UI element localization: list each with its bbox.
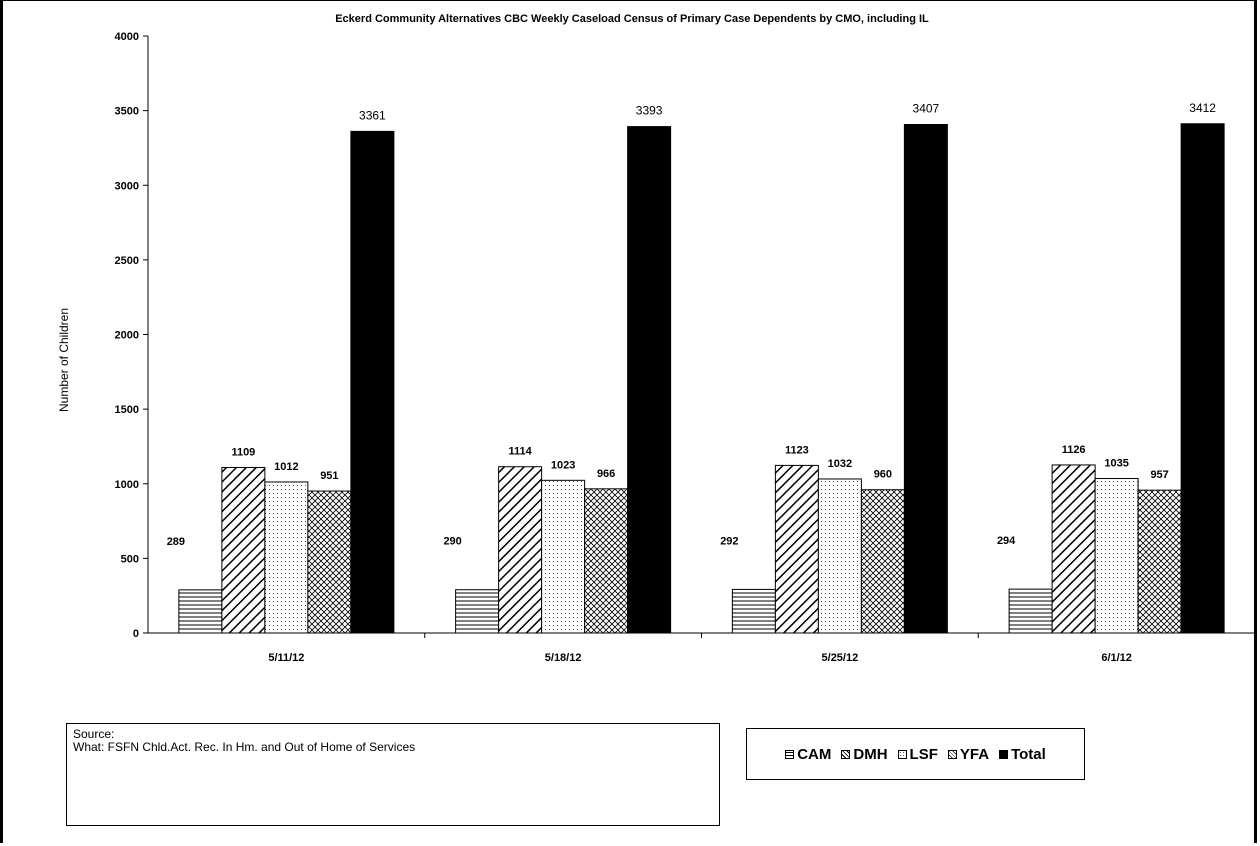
bar-total: [350, 130, 395, 634]
bar-lsf: [264, 481, 309, 634]
data-label: 1023: [551, 459, 575, 471]
legend-swatch: [897, 749, 907, 759]
legend-label: DMH: [853, 745, 888, 763]
legend-label: YFA: [959, 745, 990, 763]
legend-label: CAM: [797, 745, 832, 763]
data-label: 951: [320, 470, 338, 482]
y-tick-label: 500: [121, 553, 139, 565]
y-tick-label: 2500: [115, 255, 139, 267]
bar-cam: [731, 588, 776, 634]
legend-swatch: [785, 749, 795, 759]
bar-lsf: [541, 479, 586, 634]
legend-swatch: [947, 749, 957, 759]
data-label: 292: [720, 535, 738, 547]
y-tick-label: 4000: [115, 31, 139, 43]
legend: CAM DMH LSF YFA Total: [746, 728, 1085, 780]
bar-total: [903, 124, 948, 634]
data-label: 3407: [913, 102, 940, 116]
data-label: 1123: [785, 444, 809, 456]
data-label: 3361: [359, 108, 386, 122]
data-label: 294: [997, 535, 1016, 547]
data-label: 960: [874, 469, 892, 481]
source-what: What: FSFN Chld.Act. Rec. In Hm. and Out…: [73, 740, 416, 754]
data-label: 1114: [508, 446, 532, 458]
chart-title: Eckerd Community Alternatives CBC Weekly…: [335, 13, 929, 25]
data-label: 3412: [1189, 101, 1216, 115]
data-label: 966: [597, 468, 615, 480]
bar-cam: [178, 589, 223, 634]
x-tick-label: 5/11/12: [268, 652, 304, 664]
bar-yfa: [307, 490, 352, 634]
data-label: 1126: [1062, 444, 1086, 456]
bar-yfa: [1137, 489, 1182, 634]
plot-area: 0 500 1000 1500 2000 2500 3000 3500 4000 289 1109 1…: [115, 31, 1255, 664]
legend-item-cam: CAM: [785, 746, 831, 763]
bar-cam: [1008, 588, 1053, 634]
bar-cam: [455, 589, 500, 634]
source-box: Source: What: FSFN Chld.Act. Rec. In Hm.…: [66, 723, 720, 826]
bar-total: [1180, 123, 1225, 634]
data-label: 1032: [828, 458, 852, 470]
bar-dmh: [498, 466, 543, 634]
bar-dmh: [1051, 464, 1096, 634]
x-tick-label: 5/25/12: [822, 652, 859, 664]
x-tick-label: 5/18/12: [545, 652, 582, 664]
y-tick-label: 0: [133, 628, 139, 640]
legend-item-yfa: YFA: [947, 745, 990, 763]
bar-yfa: [860, 489, 905, 634]
source-label: Source:: [73, 727, 115, 741]
bar-dmh: [774, 464, 819, 634]
legend-swatch: [841, 749, 851, 759]
data-label: 1035: [1104, 458, 1128, 470]
legend-label: LSF: [909, 745, 938, 763]
data-label: 3393: [636, 104, 663, 118]
data-label: 290: [443, 536, 461, 548]
y-tick-label: 2000: [115, 330, 139, 342]
legend-item-total: Total: [999, 746, 1046, 763]
y-tick-label: 3500: [115, 106, 139, 118]
bar-total: [627, 126, 672, 634]
bar-dmh: [221, 466, 266, 634]
legend-item-dmh: DMH: [841, 745, 888, 763]
y-tick-label: 3000: [115, 180, 139, 192]
legend-item-lsf: LSF: [897, 745, 938, 763]
y-tick-label: 1000: [115, 479, 139, 491]
bar-yfa: [584, 488, 629, 634]
x-tick-label: 6/1/12: [1101, 652, 1132, 664]
data-label: 1109: [231, 446, 255, 458]
legend-label: Total: [1011, 745, 1046, 763]
y-tick-label: 1500: [115, 404, 139, 416]
y-axis-label: Number of Children: [57, 308, 71, 412]
data-label: 289: [167, 536, 185, 548]
legend-swatch: [999, 749, 1009, 759]
bar-lsf: [1094, 478, 1139, 634]
bar-lsf: [817, 478, 862, 634]
data-label: 957: [1150, 469, 1168, 481]
data-label: 1012: [274, 461, 298, 473]
